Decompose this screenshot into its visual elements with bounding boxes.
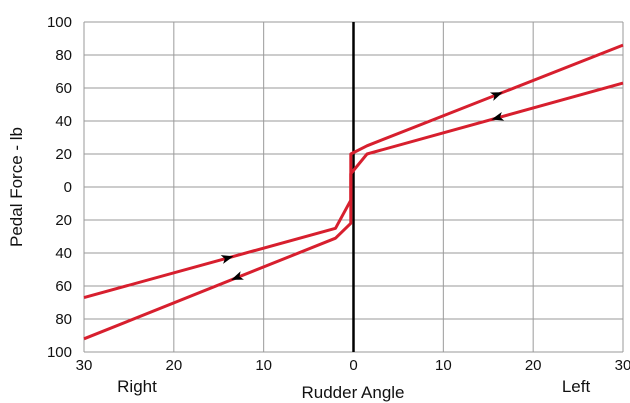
direction-arrow xyxy=(489,92,503,101)
y-tick-label: 40 xyxy=(55,245,72,262)
x-tick-label: 30 xyxy=(615,357,630,374)
x-tick-labels: 30 20 10 0 10 20 30 xyxy=(76,357,630,374)
y-tick-label: 80 xyxy=(55,47,72,64)
x-tick-label: 10 xyxy=(255,357,272,374)
series-lines xyxy=(83,43,624,341)
y-tick-label: 100 xyxy=(47,14,72,31)
x-tick-label: 30 xyxy=(76,357,93,374)
x-tick-label: 0 xyxy=(349,357,357,374)
y-tick-label: 80 xyxy=(55,311,72,328)
x-tick-label: 20 xyxy=(525,357,542,374)
series-line-2 xyxy=(83,43,624,300)
x-tick-label: 20 xyxy=(165,357,182,374)
y-tick-label: 0 xyxy=(64,179,72,196)
y-axis-label: Pedal Force - lb xyxy=(7,127,26,247)
direction-arrows xyxy=(220,92,505,280)
y-tick-label: 60 xyxy=(55,80,72,97)
y-tick-label: 20 xyxy=(55,146,72,163)
grid-lines xyxy=(83,21,624,353)
x-side-label-left: Left xyxy=(562,377,591,396)
x-tick-label: 10 xyxy=(435,357,452,374)
direction-arrow xyxy=(231,271,244,280)
x-axis-label: Rudder Angle xyxy=(301,383,404,402)
direction-arrow xyxy=(220,255,234,264)
y-tick-label: 60 xyxy=(55,278,72,295)
y-tick-labels: 100 80 60 40 20 0 20 40 60 80 100 xyxy=(47,14,72,361)
x-side-label-right: Right xyxy=(117,377,157,396)
y-tick-label: 40 xyxy=(55,113,72,130)
direction-arrow xyxy=(491,111,505,121)
y-tick-label: 20 xyxy=(55,212,72,229)
y-tick-label: 100 xyxy=(47,344,72,361)
